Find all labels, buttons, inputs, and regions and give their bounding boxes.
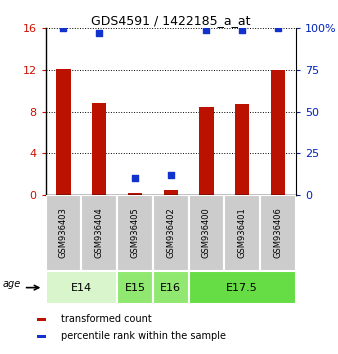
Bar: [235, 104, 249, 195]
Bar: [46, 195, 81, 271]
Bar: [81, 195, 117, 271]
Text: E16: E16: [160, 282, 181, 293]
Bar: [46, 271, 117, 304]
Bar: [153, 195, 189, 271]
Text: GSM936406: GSM936406: [273, 207, 282, 258]
Text: GSM936404: GSM936404: [95, 207, 104, 258]
Bar: [260, 195, 296, 271]
Bar: [37, 335, 46, 338]
Bar: [199, 107, 214, 195]
Bar: [128, 193, 142, 195]
Bar: [92, 103, 106, 195]
Text: GSM936401: GSM936401: [238, 207, 247, 258]
Bar: [271, 70, 285, 195]
Text: E15: E15: [124, 282, 145, 293]
Point: [275, 25, 281, 31]
Bar: [224, 195, 260, 271]
Text: GSM936405: GSM936405: [130, 207, 140, 258]
Text: E17.5: E17.5: [226, 282, 258, 293]
Point: [97, 30, 102, 36]
Text: transformed count: transformed count: [61, 314, 151, 324]
Text: GSM936400: GSM936400: [202, 207, 211, 258]
Text: percentile rank within the sample: percentile rank within the sample: [61, 331, 226, 341]
Point: [168, 172, 173, 178]
Bar: [117, 195, 153, 271]
Point: [204, 27, 209, 33]
Text: GSM936402: GSM936402: [166, 207, 175, 258]
Text: GSM936403: GSM936403: [59, 207, 68, 258]
Bar: [189, 271, 296, 304]
Point: [132, 175, 138, 181]
Bar: [189, 195, 224, 271]
Text: age: age: [2, 279, 21, 289]
Bar: [153, 271, 189, 304]
Bar: [56, 69, 71, 195]
Point: [239, 27, 245, 33]
Bar: [164, 189, 178, 195]
Title: GDS4591 / 1422185_a_at: GDS4591 / 1422185_a_at: [91, 14, 250, 27]
Text: E14: E14: [71, 282, 92, 293]
Bar: [37, 318, 46, 321]
Bar: [117, 271, 153, 304]
Point: [61, 25, 66, 31]
